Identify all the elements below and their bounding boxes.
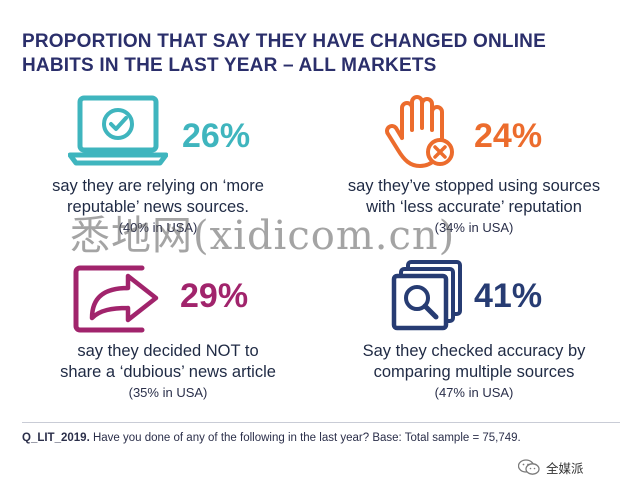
footnote-divider [22,422,620,423]
stat-description-line1: say they are relying on ‘more [52,177,264,195]
stat-description-line1: say they’ve stopped using sources [347,177,601,195]
chart-title: PROPORTION THAT SAY THEY HAVE CHANGED ON… [22,31,546,76]
source-badge: 全媒派 [517,458,584,476]
stat-percent: 29% [180,277,249,315]
hand-stop-icon [384,94,456,175]
stat-description-line2: reputable’ news sources. [67,198,249,216]
badge-label: 全媒派 [546,460,584,476]
stat-percent: 26% [182,117,251,155]
stat-usa-value: (40% in USA) [118,220,198,235]
stat-description-line2: comparing multiple sources [373,363,575,381]
magnifier-documents-icon [390,258,464,337]
stat-description-line2: with ‘less accurate’ reputation [366,198,582,216]
stat-percent: 41% [474,277,543,315]
stat-description-line2: share a ‘dubious’ news article [60,363,276,381]
wechat-icon [517,459,540,475]
stat-usa-value: (35% in USA) [128,385,208,400]
stat-usa-value: (47% in USA) [434,385,514,400]
site-watermark: 悉地网(xidicom.cn) [70,213,456,259]
footnote: Q_LIT_2019. Have you done of any of the … [22,431,622,445]
question-code: Q_LIT_2019. [22,432,90,444]
share-arrow-icon [72,262,164,339]
laptop-check-icon [67,95,169,172]
stat-usa-value: (34% in USA) [434,220,514,235]
stat-percent: 24% [474,117,543,155]
stat-description-line1: Say they checked accuracy by [362,342,586,360]
stat-description-line1: say they decided NOT to [77,342,259,360]
question-text: Have you done of any of the following in… [89,432,521,444]
